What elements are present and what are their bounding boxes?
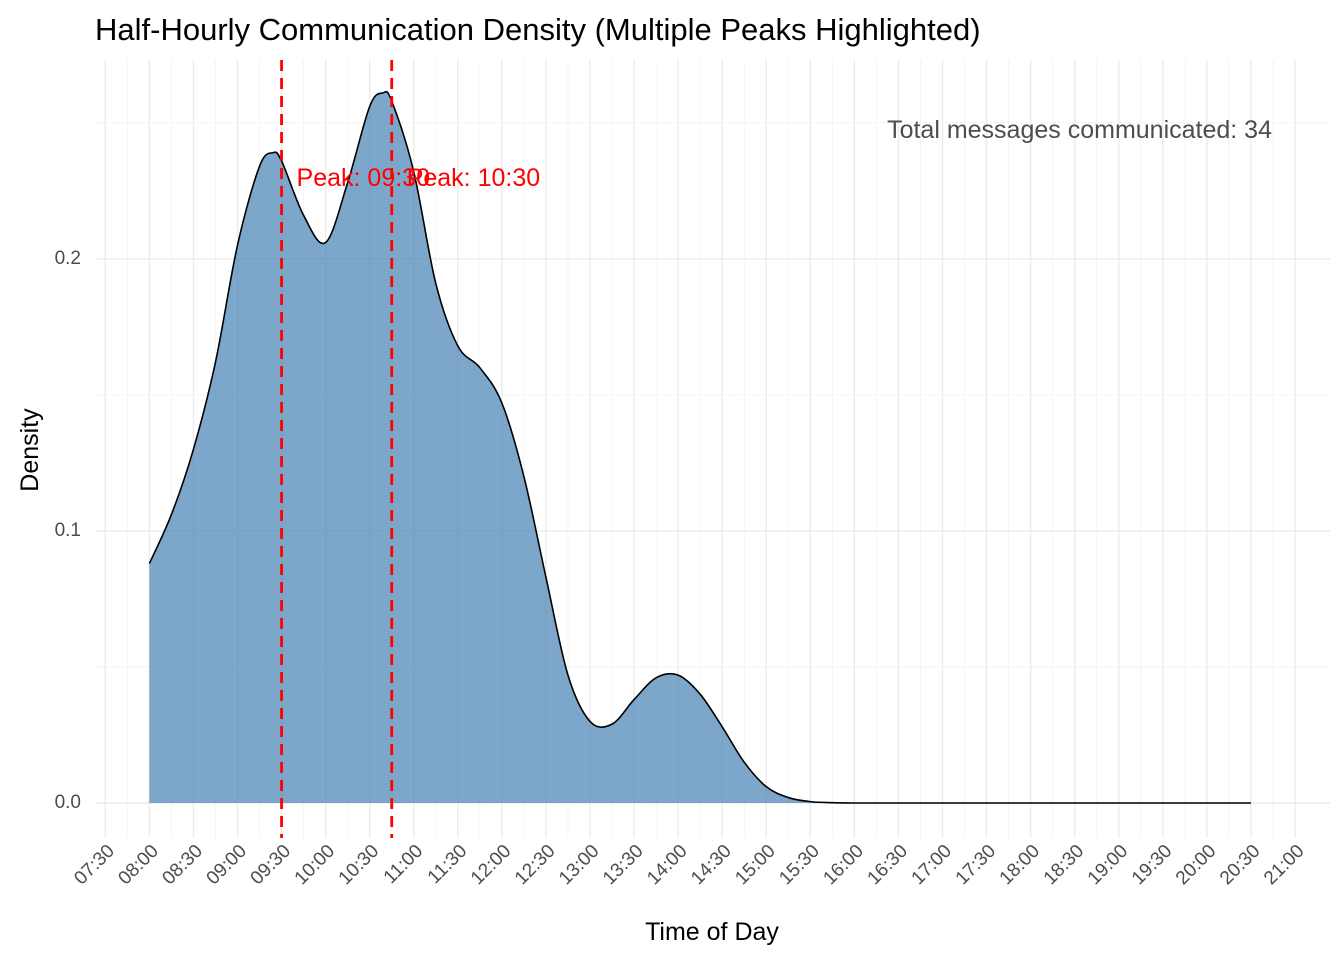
y-axis-title: Density bbox=[16, 408, 44, 492]
y-tick-labels: 0.0 0.1 0.2 bbox=[55, 248, 81, 813]
x-tick-label: 13:00 bbox=[555, 841, 603, 889]
x-tick-label: 18:30 bbox=[1040, 841, 1088, 889]
x-tick-label: 07:30 bbox=[70, 841, 118, 889]
x-tick-label: 16:30 bbox=[863, 841, 911, 889]
x-tick-label: 16:00 bbox=[819, 841, 867, 889]
x-tick-label: 10:30 bbox=[335, 841, 383, 889]
x-tick-label: 15:00 bbox=[731, 841, 779, 889]
y-tick-label: 0.2 bbox=[55, 248, 81, 269]
x-tick-label: 12:00 bbox=[467, 841, 515, 889]
y-tick-label: 0.0 bbox=[55, 792, 81, 813]
x-tick-label: 09:30 bbox=[247, 841, 295, 889]
x-tick-labels: 07:3008:0008:3009:0009:3010:0010:3011:00… bbox=[70, 841, 1308, 889]
chart-title: Half-Hourly Communication Density (Multi… bbox=[95, 12, 981, 47]
x-tick-label: 11:30 bbox=[424, 841, 471, 888]
x-tick-label: 21:00 bbox=[1260, 841, 1308, 889]
x-tick-label: 12:30 bbox=[511, 841, 559, 889]
x-tick-label: 14:00 bbox=[643, 841, 691, 889]
total-messages-annotation: Total messages communicated: 34 bbox=[887, 116, 1272, 144]
x-axis-title: Time of Day bbox=[645, 918, 779, 946]
x-tick-label: 11:00 bbox=[380, 841, 427, 888]
density-curve bbox=[148, 90, 1251, 804]
x-tick-label: 17:00 bbox=[908, 841, 956, 889]
x-tick-label: 20:00 bbox=[1172, 841, 1220, 889]
x-tick-label: 19:30 bbox=[1128, 841, 1176, 889]
peak-label: Peak: 10:30 bbox=[407, 164, 540, 192]
x-tick-label: 10:00 bbox=[291, 841, 339, 889]
x-tick-label: 19:00 bbox=[1084, 841, 1132, 889]
x-tick-label: 09:00 bbox=[203, 841, 251, 889]
x-tick-label: 08:00 bbox=[114, 841, 162, 889]
peak-lines bbox=[280, 60, 394, 838]
x-tick-label: 13:30 bbox=[599, 841, 647, 889]
x-tick-label: 18:00 bbox=[996, 841, 1044, 889]
x-tick-label: 20:30 bbox=[1216, 841, 1264, 889]
x-tick-label: 15:30 bbox=[775, 841, 823, 889]
x-tick-label: 14:30 bbox=[687, 841, 735, 889]
x-tick-label: 17:30 bbox=[952, 841, 1000, 889]
density-area bbox=[149, 91, 1251, 804]
y-tick-label: 0.1 bbox=[55, 520, 81, 541]
x-tick-label: 08:30 bbox=[158, 841, 206, 889]
peak-label: Peak: 09:30 bbox=[297, 164, 430, 192]
